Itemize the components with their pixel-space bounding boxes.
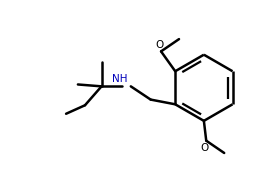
Text: O: O: [200, 143, 209, 153]
Text: O: O: [155, 40, 163, 50]
Text: NH: NH: [112, 75, 127, 85]
